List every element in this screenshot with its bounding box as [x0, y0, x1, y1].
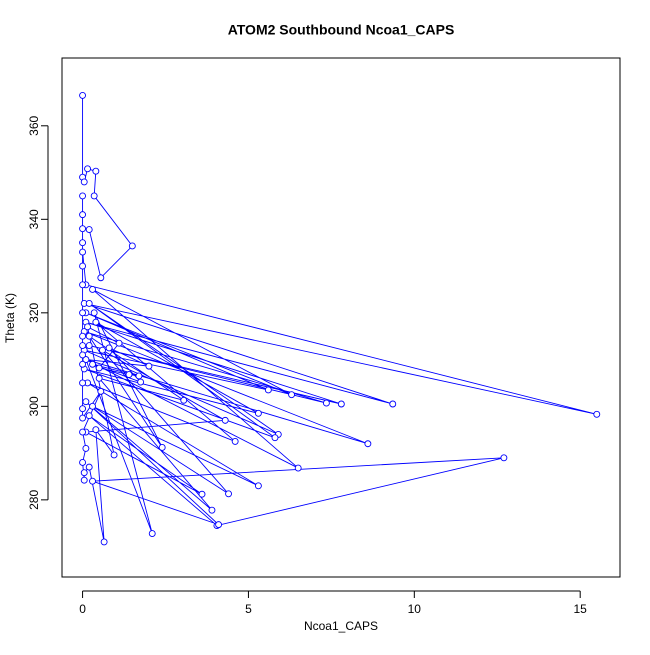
data-point	[79, 405, 87, 413]
data-point	[105, 344, 113, 352]
data-point	[135, 372, 143, 380]
y-tick-label: 320	[27, 302, 41, 322]
data-point	[148, 530, 156, 537]
data-point	[82, 398, 90, 406]
data-point	[79, 192, 87, 200]
data-point	[221, 416, 229, 424]
data-point	[271, 434, 279, 442]
x-tick-label: 15	[574, 602, 588, 616]
data-point	[95, 364, 103, 372]
data-point	[79, 414, 87, 422]
data-point	[92, 426, 100, 434]
data-point	[364, 440, 372, 448]
data-point	[89, 360, 96, 368]
data-point	[79, 281, 87, 289]
data-point	[79, 309, 87, 317]
data-point	[115, 339, 123, 347]
data-point	[97, 274, 105, 282]
data-point	[95, 374, 103, 382]
data-point	[225, 490, 232, 498]
data-point	[82, 444, 90, 452]
data-point	[90, 192, 98, 200]
data-point	[79, 428, 87, 436]
data-point	[89, 477, 96, 485]
y-tick-label: 360	[27, 115, 41, 135]
data-point	[294, 464, 302, 472]
x-tick-label: 0	[79, 602, 86, 616]
y-tick-label: 300	[27, 396, 41, 416]
data-point	[128, 242, 136, 250]
data-point	[85, 300, 93, 307]
data-point	[145, 362, 153, 370]
x-tick-label: 10	[408, 602, 422, 616]
data-point	[79, 262, 87, 270]
y-tick-label: 280	[27, 490, 41, 510]
data-point	[79, 351, 87, 359]
data-point	[89, 285, 96, 293]
data-point	[80, 178, 88, 186]
x-tick-label: 5	[245, 602, 252, 616]
data-point	[84, 165, 91, 173]
x-axis-label: Ncoa1_CAPS	[304, 619, 378, 633]
data-point	[231, 437, 239, 445]
data-point	[92, 167, 100, 175]
data-point	[92, 318, 100, 326]
data-point	[79, 458, 87, 466]
data-point	[79, 211, 87, 219]
data-point	[99, 346, 106, 354]
data-point	[337, 400, 345, 408]
data-point	[85, 226, 93, 234]
data-point	[82, 356, 90, 364]
data-point	[85, 332, 93, 340]
y-tick-label: 340	[27, 209, 41, 229]
data-point	[215, 521, 223, 529]
data-point	[85, 412, 93, 420]
data-point	[254, 409, 262, 417]
data-point	[198, 490, 206, 498]
y-axis-label: Theta (K)	[3, 293, 17, 343]
data-point	[389, 400, 397, 408]
data-point	[79, 91, 87, 99]
data-point	[593, 410, 601, 418]
data-point	[254, 482, 262, 490]
data-point	[100, 538, 108, 546]
data-point	[80, 476, 88, 484]
data-point	[79, 239, 87, 247]
plot-frame	[61, 57, 621, 578]
data-point	[90, 309, 98, 317]
data-point	[208, 506, 216, 514]
data-point	[79, 225, 87, 233]
data-point	[80, 469, 88, 477]
data-point	[288, 391, 296, 399]
data-point	[79, 248, 87, 256]
data-point	[89, 402, 96, 410]
data-point	[137, 378, 145, 386]
data-point	[79, 332, 87, 340]
data-point	[264, 386, 272, 394]
chart-title: ATOM2 Southbound Ncoa1_CAPS	[228, 22, 455, 38]
data-point	[79, 379, 87, 387]
data-point	[85, 342, 93, 350]
data-point	[500, 454, 508, 462]
data-point	[79, 360, 87, 368]
data-point	[180, 396, 188, 404]
data-point	[322, 399, 330, 407]
data-point	[125, 371, 133, 378]
data-point	[158, 444, 166, 451]
data-point	[85, 463, 93, 471]
data-point	[79, 342, 87, 350]
data-point	[97, 387, 105, 395]
data-point	[84, 323, 91, 331]
data-point	[110, 451, 118, 459]
